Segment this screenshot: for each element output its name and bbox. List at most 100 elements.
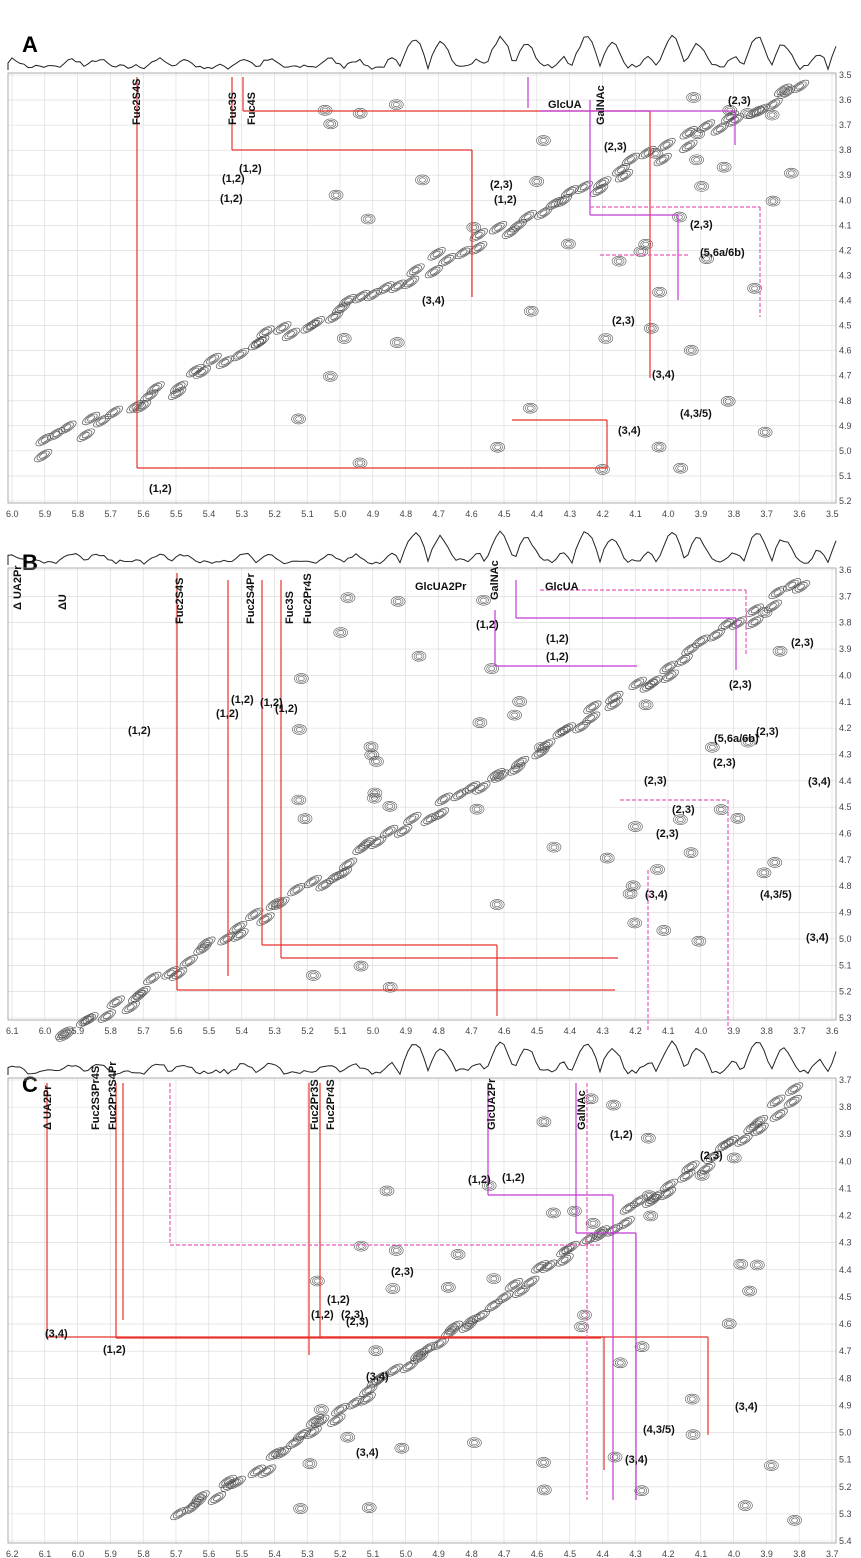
contour-peak (537, 1484, 552, 1496)
contour-peak (706, 743, 718, 752)
contour-peak (148, 975, 157, 982)
contour-peak (769, 101, 778, 108)
contour-peak (615, 258, 623, 264)
contour-peak (39, 452, 48, 459)
contour-peak (330, 191, 342, 200)
y-tick-label: 3.6 (839, 565, 852, 575)
contour-peak (206, 354, 220, 365)
y-tick-label: 5.3 (839, 1509, 852, 1519)
contour-peak (85, 1015, 94, 1022)
contour-peak (36, 450, 50, 461)
contour-peak (449, 1324, 458, 1331)
contour-peak (132, 986, 151, 1000)
cross-peak-label: (2,3) (672, 804, 695, 816)
contour-peak (437, 794, 451, 805)
contour-peak (611, 1454, 619, 1460)
cross-peak-label: (4,3/5) (643, 1424, 675, 1436)
contour-peak (665, 673, 674, 680)
residue-label: GalNAc (576, 1090, 588, 1130)
contour-peak (146, 381, 165, 395)
cross-peak-label: (2,3) (756, 726, 779, 738)
contour-peak (697, 638, 706, 645)
residue-label: GlcUA2Pr (415, 581, 467, 593)
contour-peak (135, 987, 149, 998)
contour-peak (723, 620, 732, 628)
contour-peak (794, 582, 808, 592)
panel-C: C 6.2 6.1 6.0 5.9 5.8 5.7 5.6 5.5 5.4 5.3 5.2 5.1 5.0… (6, 1040, 852, 1558)
contour-peak (764, 1460, 779, 1471)
contour-peak (294, 725, 305, 734)
contour-peak (658, 156, 667, 163)
contour-peak (590, 183, 609, 197)
contour-peak (636, 1486, 648, 1495)
contour-peak (232, 1479, 241, 1486)
contour-peak (654, 867, 661, 873)
contour-peak (703, 256, 710, 262)
contour-peak (447, 1322, 461, 1333)
contour-peak (633, 680, 642, 687)
contour-peak (298, 676, 305, 682)
contour-peak (571, 1208, 578, 1214)
contour-peak (292, 886, 301, 893)
contour-peak (93, 414, 112, 428)
contour-peak (644, 1196, 658, 1206)
contour-peak (702, 123, 710, 130)
residue-label: ΔU (57, 594, 69, 610)
x-tick-label: 4.5 (564, 1549, 577, 1558)
contour-peak (87, 415, 95, 422)
x-tick-label: 4.7 (498, 1549, 511, 1558)
x-tick-label: 6.0 (72, 1549, 85, 1558)
contour-peak (107, 407, 121, 418)
contour-peak (367, 744, 375, 750)
contour-peak (745, 105, 765, 120)
contour-peak (514, 1286, 528, 1297)
cross-peak-label: (1,2) (494, 194, 517, 206)
contour-peak (472, 717, 488, 728)
contour-peak (381, 284, 390, 292)
contour-peak (320, 881, 329, 888)
contour-peak (660, 669, 679, 683)
cross-peak-label: (1,2) (149, 483, 172, 495)
contour-peak (387, 1365, 401, 1376)
contour-peak (111, 999, 120, 1006)
contour-peak (470, 224, 478, 230)
contour-peak (782, 89, 791, 96)
plot-frame (7, 1077, 837, 1544)
contour-peak (534, 747, 547, 758)
contour-peak (121, 1000, 140, 1015)
contour-peak (284, 329, 298, 340)
y-tick-label: 3.9 (839, 1129, 852, 1139)
contour-peak (737, 1135, 751, 1145)
contour-peak (627, 881, 639, 890)
contour-peak (383, 1188, 391, 1194)
contour-peak (743, 1120, 762, 1134)
y-tick-label: 4.2 (839, 245, 852, 255)
contour-peak (60, 422, 74, 433)
cross-peak-label: (1,2) (231, 694, 254, 706)
contour-peak (317, 105, 333, 116)
contour-peak (250, 911, 259, 918)
contour-peak (605, 690, 624, 705)
contour-peak (339, 870, 347, 877)
contour-peak (142, 391, 156, 401)
contour-peak (633, 246, 649, 257)
contour-peak (100, 1011, 114, 1021)
x-tick-label: 3.8 (793, 1549, 806, 1558)
x-tick-label: 4.1 (629, 509, 642, 519)
contour-peak (474, 244, 483, 251)
plot-frame (7, 567, 837, 1021)
contour-peak (126, 399, 145, 414)
x-tick-label: 4.5 (531, 1026, 544, 1036)
contour-peak (656, 925, 672, 936)
contour-peak (509, 711, 520, 720)
contour-peak (614, 1358, 626, 1367)
contour-peak (489, 899, 505, 910)
x-tick-label: 5.0 (367, 1026, 380, 1036)
contour-peak (332, 1417, 341, 1424)
contour-peak (603, 855, 611, 861)
contour-peak (411, 267, 420, 274)
contour-peak (734, 1133, 753, 1147)
contour-peak (606, 1099, 621, 1111)
contour-peak (259, 327, 273, 337)
residue-label: GalNAc (489, 560, 501, 600)
